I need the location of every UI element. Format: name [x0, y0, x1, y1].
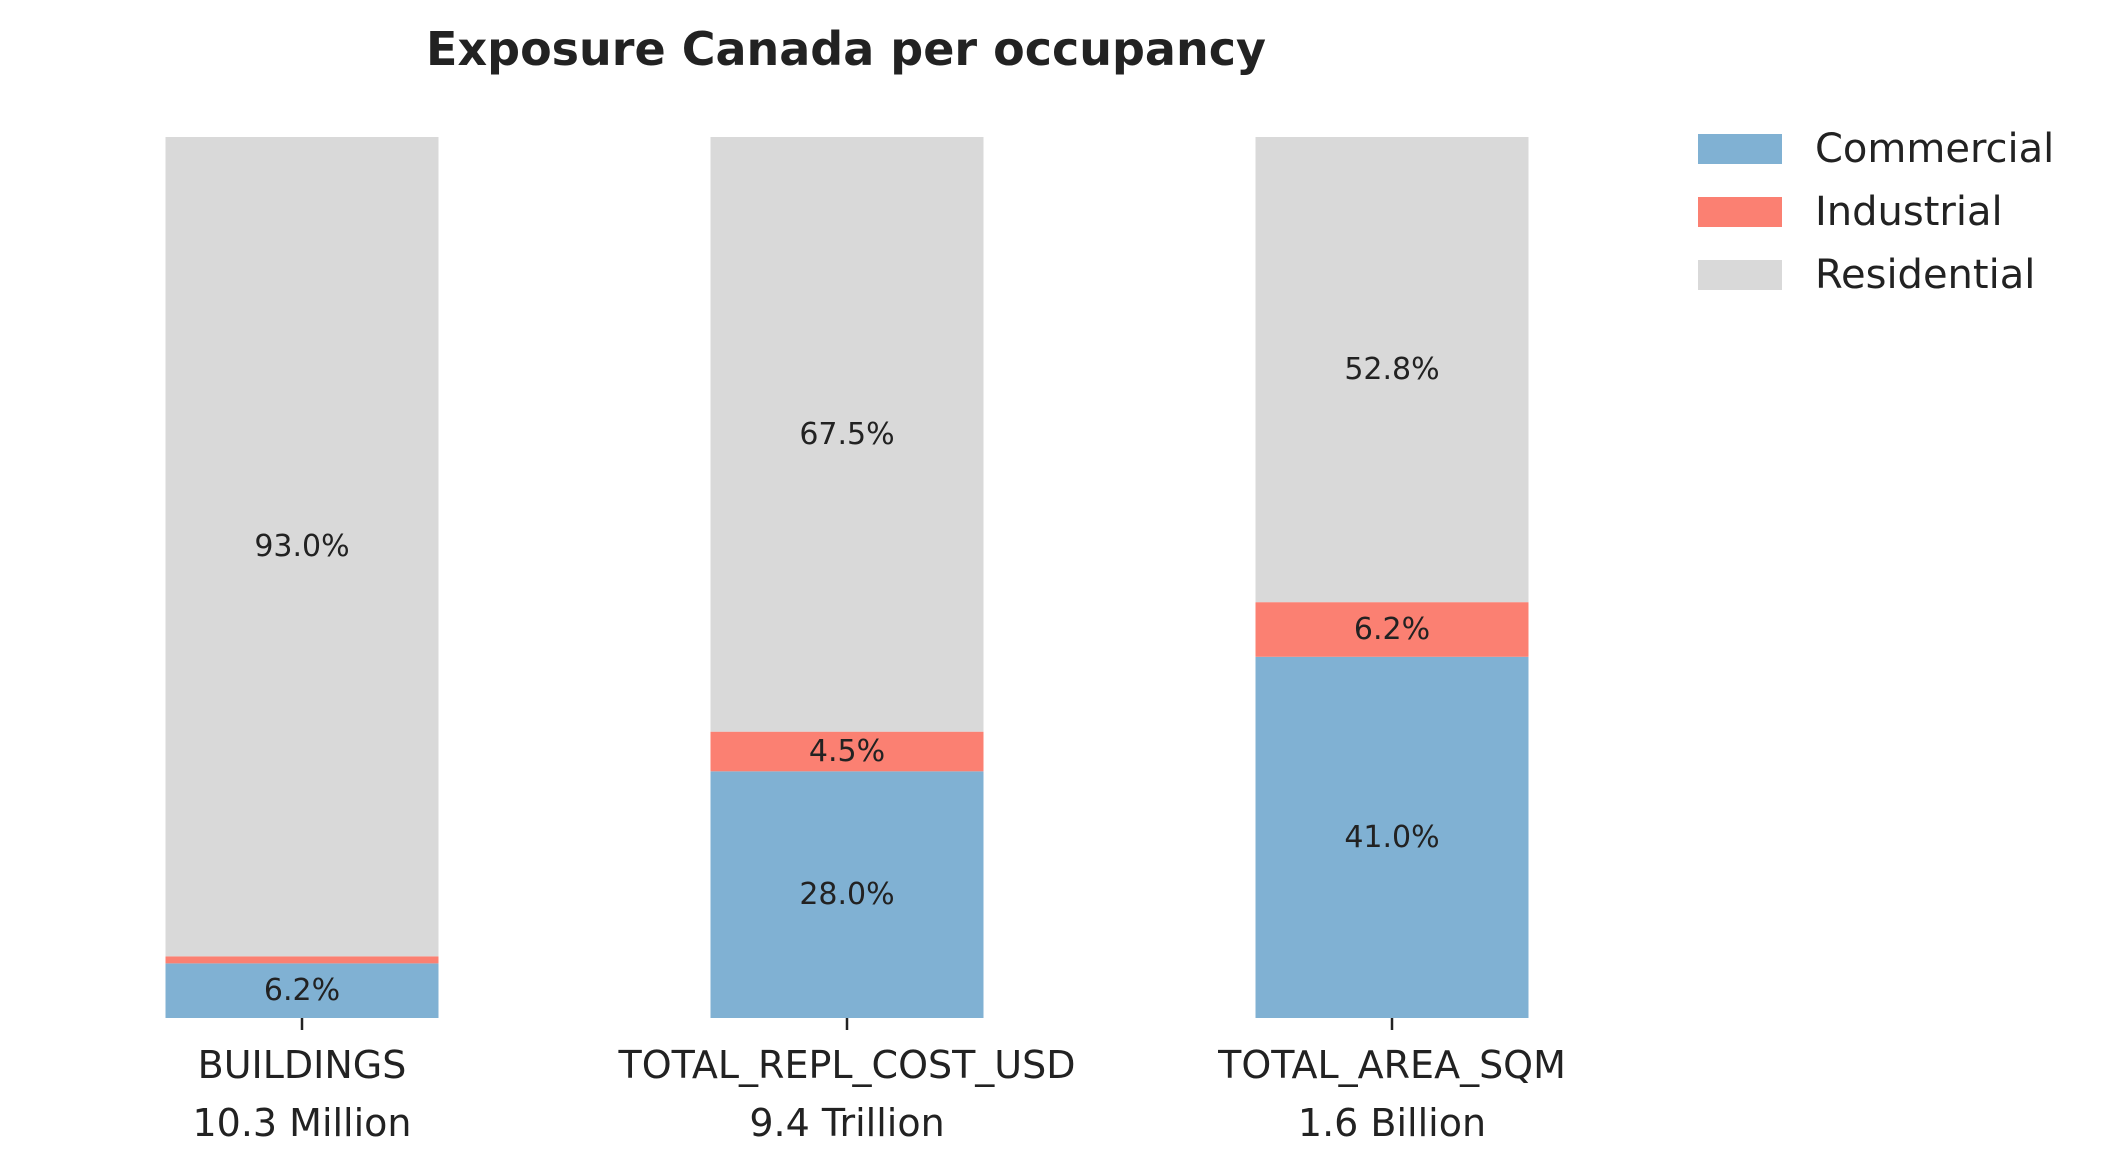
x-tick-label-total-area-sqm: TOTAL_AREA_SQM: [1217, 1043, 1566, 1087]
data-label-total-area-sqm-industrial: 6.2%: [1354, 612, 1430, 647]
bars-group: [165, 137, 1529, 1018]
x-tick-total-total-area-sqm: 1.6 Billion: [1298, 1101, 1486, 1145]
legend-label-industrial: Industrial: [1815, 189, 2003, 235]
x-tick-total-total-repl-cost-usd: 9.4 Trillion: [749, 1101, 944, 1145]
bar-buildings-industrial: [165, 956, 439, 964]
legend-label-residential: Residential: [1815, 252, 2035, 298]
x-tick-label-buildings: BUILDINGS: [198, 1043, 407, 1087]
bar-labels-group: 6.2% 93.0% 28.0% 4.5% 67.5% 41.0% 6.2% 52.8%: [254, 352, 1439, 1008]
data-label-total-area-sqm-residential: 52.8%: [1344, 352, 1439, 387]
legend-swatch-residential: [1698, 260, 1782, 290]
data-label-total-area-sqm-commercial: 41.0%: [1344, 820, 1439, 855]
bar-total-repl-cost-usd-residential: [710, 137, 984, 732]
bar-total-area-sqm-industrial: [1255, 602, 1529, 657]
chart-title: Exposure Canada per occupancy: [426, 22, 1266, 76]
bar-buildings-commercial: [165, 963, 439, 1018]
legend-label-commercial: Commercial: [1815, 126, 2054, 172]
legend: Commercial Industrial Residential: [1698, 126, 2054, 298]
data-label-total-repl-cost-usd-commercial: 28.0%: [799, 877, 894, 912]
data-label-total-repl-cost-usd-residential: 67.5%: [799, 417, 894, 452]
bar-total-repl-cost-usd-industrial: [710, 731, 984, 772]
legend-swatch-commercial: [1698, 134, 1782, 164]
bar-total-area-sqm-residential: [1255, 137, 1529, 603]
bar-total-repl-cost-usd-commercial: [710, 771, 984, 1018]
x-tick-label-total-repl-cost-usd: TOTAL_REPL_COST_USD: [617, 1043, 1075, 1087]
x-tick-total-buildings: 10.3 Million: [192, 1101, 411, 1145]
data-label-buildings-commercial: 6.2%: [264, 973, 340, 1008]
data-label-total-repl-cost-usd-industrial: 4.5%: [809, 734, 885, 769]
x-axis: BUILDINGS 10.3 Million TOTAL_REPL_COST_USD…: [192, 1018, 1566, 1145]
data-label-buildings-residential: 93.0%: [254, 529, 349, 564]
bar-buildings-residential: [165, 137, 439, 957]
bar-total-area-sqm-commercial: [1255, 656, 1529, 1018]
legend-swatch-industrial: [1698, 197, 1782, 227]
